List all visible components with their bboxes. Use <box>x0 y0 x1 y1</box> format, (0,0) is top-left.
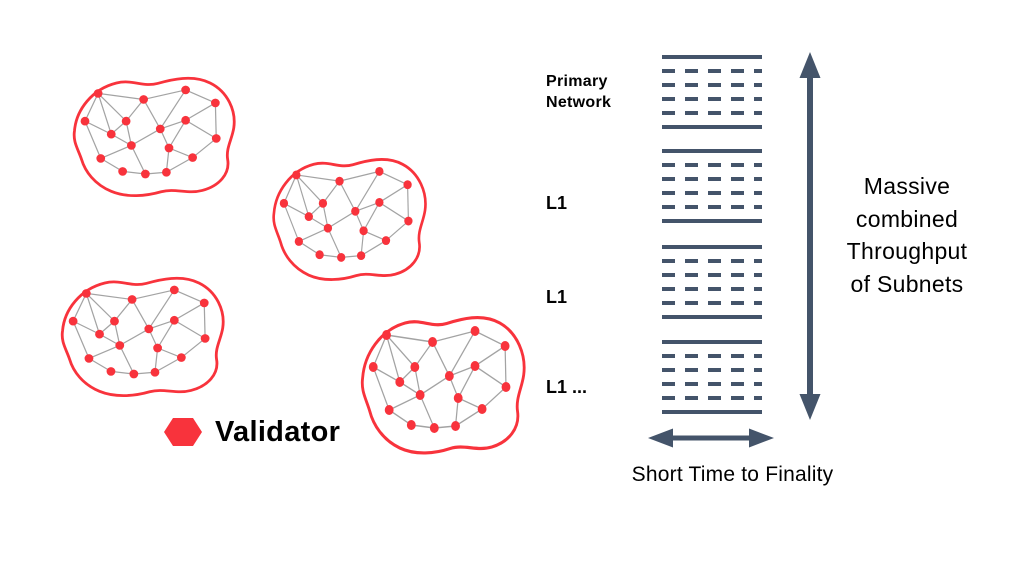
tx-dash-row <box>662 368 762 372</box>
tx-dash-row <box>662 205 762 209</box>
tx-dash-row <box>662 111 762 115</box>
throughput-label: Massive combined Throughput of Subnets <box>846 173 968 297</box>
subnet-blob-4 <box>352 308 529 458</box>
chain-block-primary <box>662 55 762 129</box>
chain-block-l1-2 <box>662 245 762 319</box>
tx-dash-row <box>662 191 762 195</box>
tx-dash-row <box>662 396 762 400</box>
validator-label: Validator <box>215 416 341 448</box>
throughput-double-arrow-icon <box>799 52 821 420</box>
tx-dash-row <box>662 273 762 277</box>
tx-dash-row <box>662 83 762 87</box>
subnet-blob-2 <box>264 151 430 284</box>
tx-dash-row <box>662 163 762 167</box>
validator-legend: Validator <box>163 413 340 451</box>
finality-label: Short Time to Finality <box>631 463 834 486</box>
subnet-blob-1 <box>64 70 239 200</box>
tx-dash-row <box>662 382 762 386</box>
label-l1-1: L1 <box>546 193 568 213</box>
tx-dash-row <box>662 69 762 73</box>
label-l1-2: L1 <box>546 287 568 307</box>
chain-block-l1-1 <box>662 149 762 223</box>
finality-double-arrow-icon <box>648 428 774 448</box>
tx-dash-row <box>662 97 762 101</box>
subnet-blob-3 <box>52 270 228 400</box>
validator-hexagon-icon <box>164 418 202 446</box>
tx-dash-row <box>662 301 762 305</box>
tx-dash-row <box>662 177 762 181</box>
tx-dash-row <box>662 259 762 263</box>
chain-block-l1-more <box>662 340 762 414</box>
tx-dash-row <box>662 354 762 358</box>
tx-dash-row <box>662 287 762 291</box>
label-l1-more: L1 ... <box>546 377 588 397</box>
label-primary-network: Primary Network <box>546 73 612 111</box>
